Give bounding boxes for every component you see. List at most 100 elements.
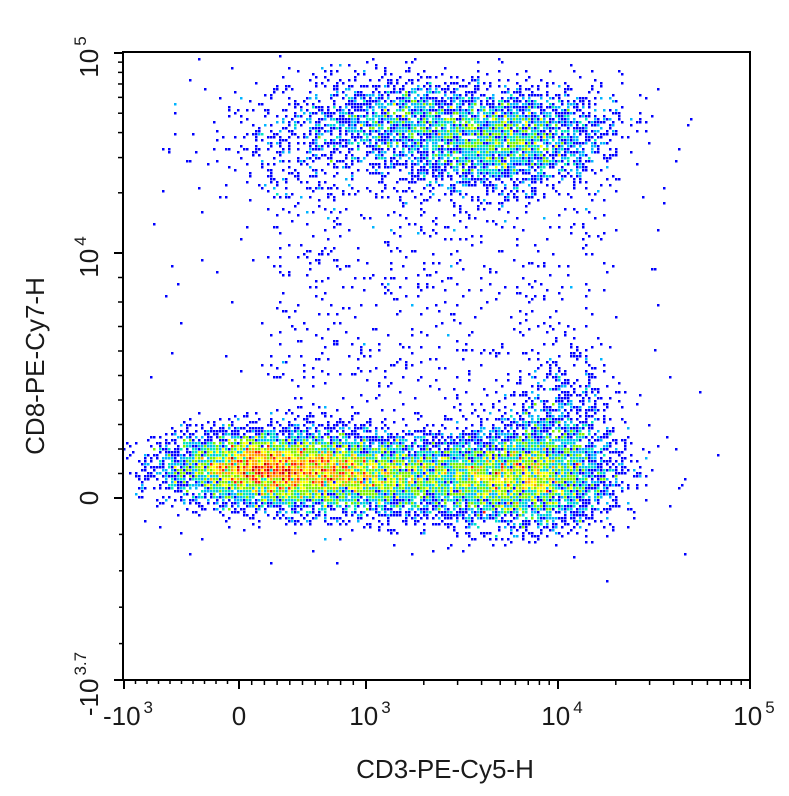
event-dot [363, 157, 366, 160]
event-dot [198, 514, 201, 517]
event-dot [552, 454, 555, 457]
event-dot [249, 475, 252, 478]
event-dot [189, 451, 192, 454]
event-dot [168, 454, 171, 457]
event-dot [546, 514, 549, 517]
event-dot [531, 436, 534, 439]
event-dot [624, 472, 627, 475]
event-dot [300, 448, 303, 451]
event-dot [564, 454, 567, 457]
event-dot [411, 472, 414, 475]
event-dot [342, 463, 345, 466]
event-dot [543, 421, 546, 424]
event-dot [306, 511, 309, 514]
event-dot [495, 505, 498, 508]
event-dot [447, 514, 450, 517]
event-dot [633, 511, 636, 514]
event-dot [294, 418, 297, 421]
event-dot [588, 517, 591, 520]
event-dot [138, 460, 141, 463]
event-dot [453, 472, 456, 475]
event-dot [168, 448, 171, 451]
event-dot [591, 517, 594, 520]
event-dot [402, 496, 405, 499]
event-dot [162, 496, 165, 499]
event-dot [468, 463, 471, 466]
event-dot [558, 142, 561, 145]
event-dot [300, 523, 303, 526]
event-dot [333, 502, 336, 505]
event-dot [498, 172, 501, 175]
event-dot [579, 487, 582, 490]
event-dot [591, 367, 594, 370]
event-dot [549, 415, 552, 418]
event-dot [555, 493, 558, 496]
event-dot [264, 469, 267, 472]
event-dot [444, 103, 447, 106]
event-dot [450, 190, 453, 193]
event-dot [552, 505, 555, 508]
event-dot [456, 532, 459, 535]
event-dot [276, 460, 279, 463]
event-dot [585, 358, 588, 361]
event-dot [393, 436, 396, 439]
event-dot [297, 511, 300, 514]
event-dot [531, 475, 534, 478]
event-dot [501, 421, 504, 424]
event-dot [462, 460, 465, 463]
event-dot [558, 517, 561, 520]
event-dot [606, 490, 609, 493]
event-dot [174, 433, 177, 436]
event-dot [615, 451, 618, 454]
event-dot [513, 511, 516, 514]
event-dot [333, 475, 336, 478]
event-dot [387, 466, 390, 469]
event-dot [585, 541, 588, 544]
event-dot [390, 514, 393, 517]
event-dot [534, 433, 537, 436]
event-dot [543, 481, 546, 484]
event-dot [285, 430, 288, 433]
event-dot [573, 484, 576, 487]
event-dot [474, 151, 477, 154]
event-dot [564, 391, 567, 394]
event-dot [534, 421, 537, 424]
event-dot [219, 460, 222, 463]
event-dot [375, 481, 378, 484]
event-dot [555, 532, 558, 535]
event-dot [225, 466, 228, 469]
event-dot [297, 424, 300, 427]
event-dot [213, 475, 216, 478]
event-dot [540, 442, 543, 445]
event-dot [495, 490, 498, 493]
event-dot [348, 451, 351, 454]
event-dot [282, 466, 285, 469]
event-dot [621, 481, 624, 484]
event-dot [204, 508, 207, 511]
event-dot [240, 493, 243, 496]
event-dot [315, 466, 318, 469]
event-dot [561, 490, 564, 493]
event-dot [552, 529, 555, 532]
event-dot [483, 490, 486, 493]
event-dot [222, 469, 225, 472]
event-dot [345, 481, 348, 484]
event-dot [492, 184, 495, 187]
event-dot [588, 100, 591, 103]
event-dot [498, 433, 501, 436]
event-dot [480, 481, 483, 484]
event-dot [516, 475, 519, 478]
event-dot [429, 181, 432, 184]
event-dot [519, 160, 522, 163]
event-dot [459, 487, 462, 490]
event-dot [258, 457, 261, 460]
event-dot [501, 148, 504, 151]
event-dot [177, 478, 180, 481]
event-dot [489, 124, 492, 127]
event-dot [291, 496, 294, 499]
event-dot [294, 505, 297, 508]
event-dot [219, 427, 222, 430]
event-dot [327, 430, 330, 433]
event-dot [264, 478, 267, 481]
event-dot [606, 427, 609, 430]
